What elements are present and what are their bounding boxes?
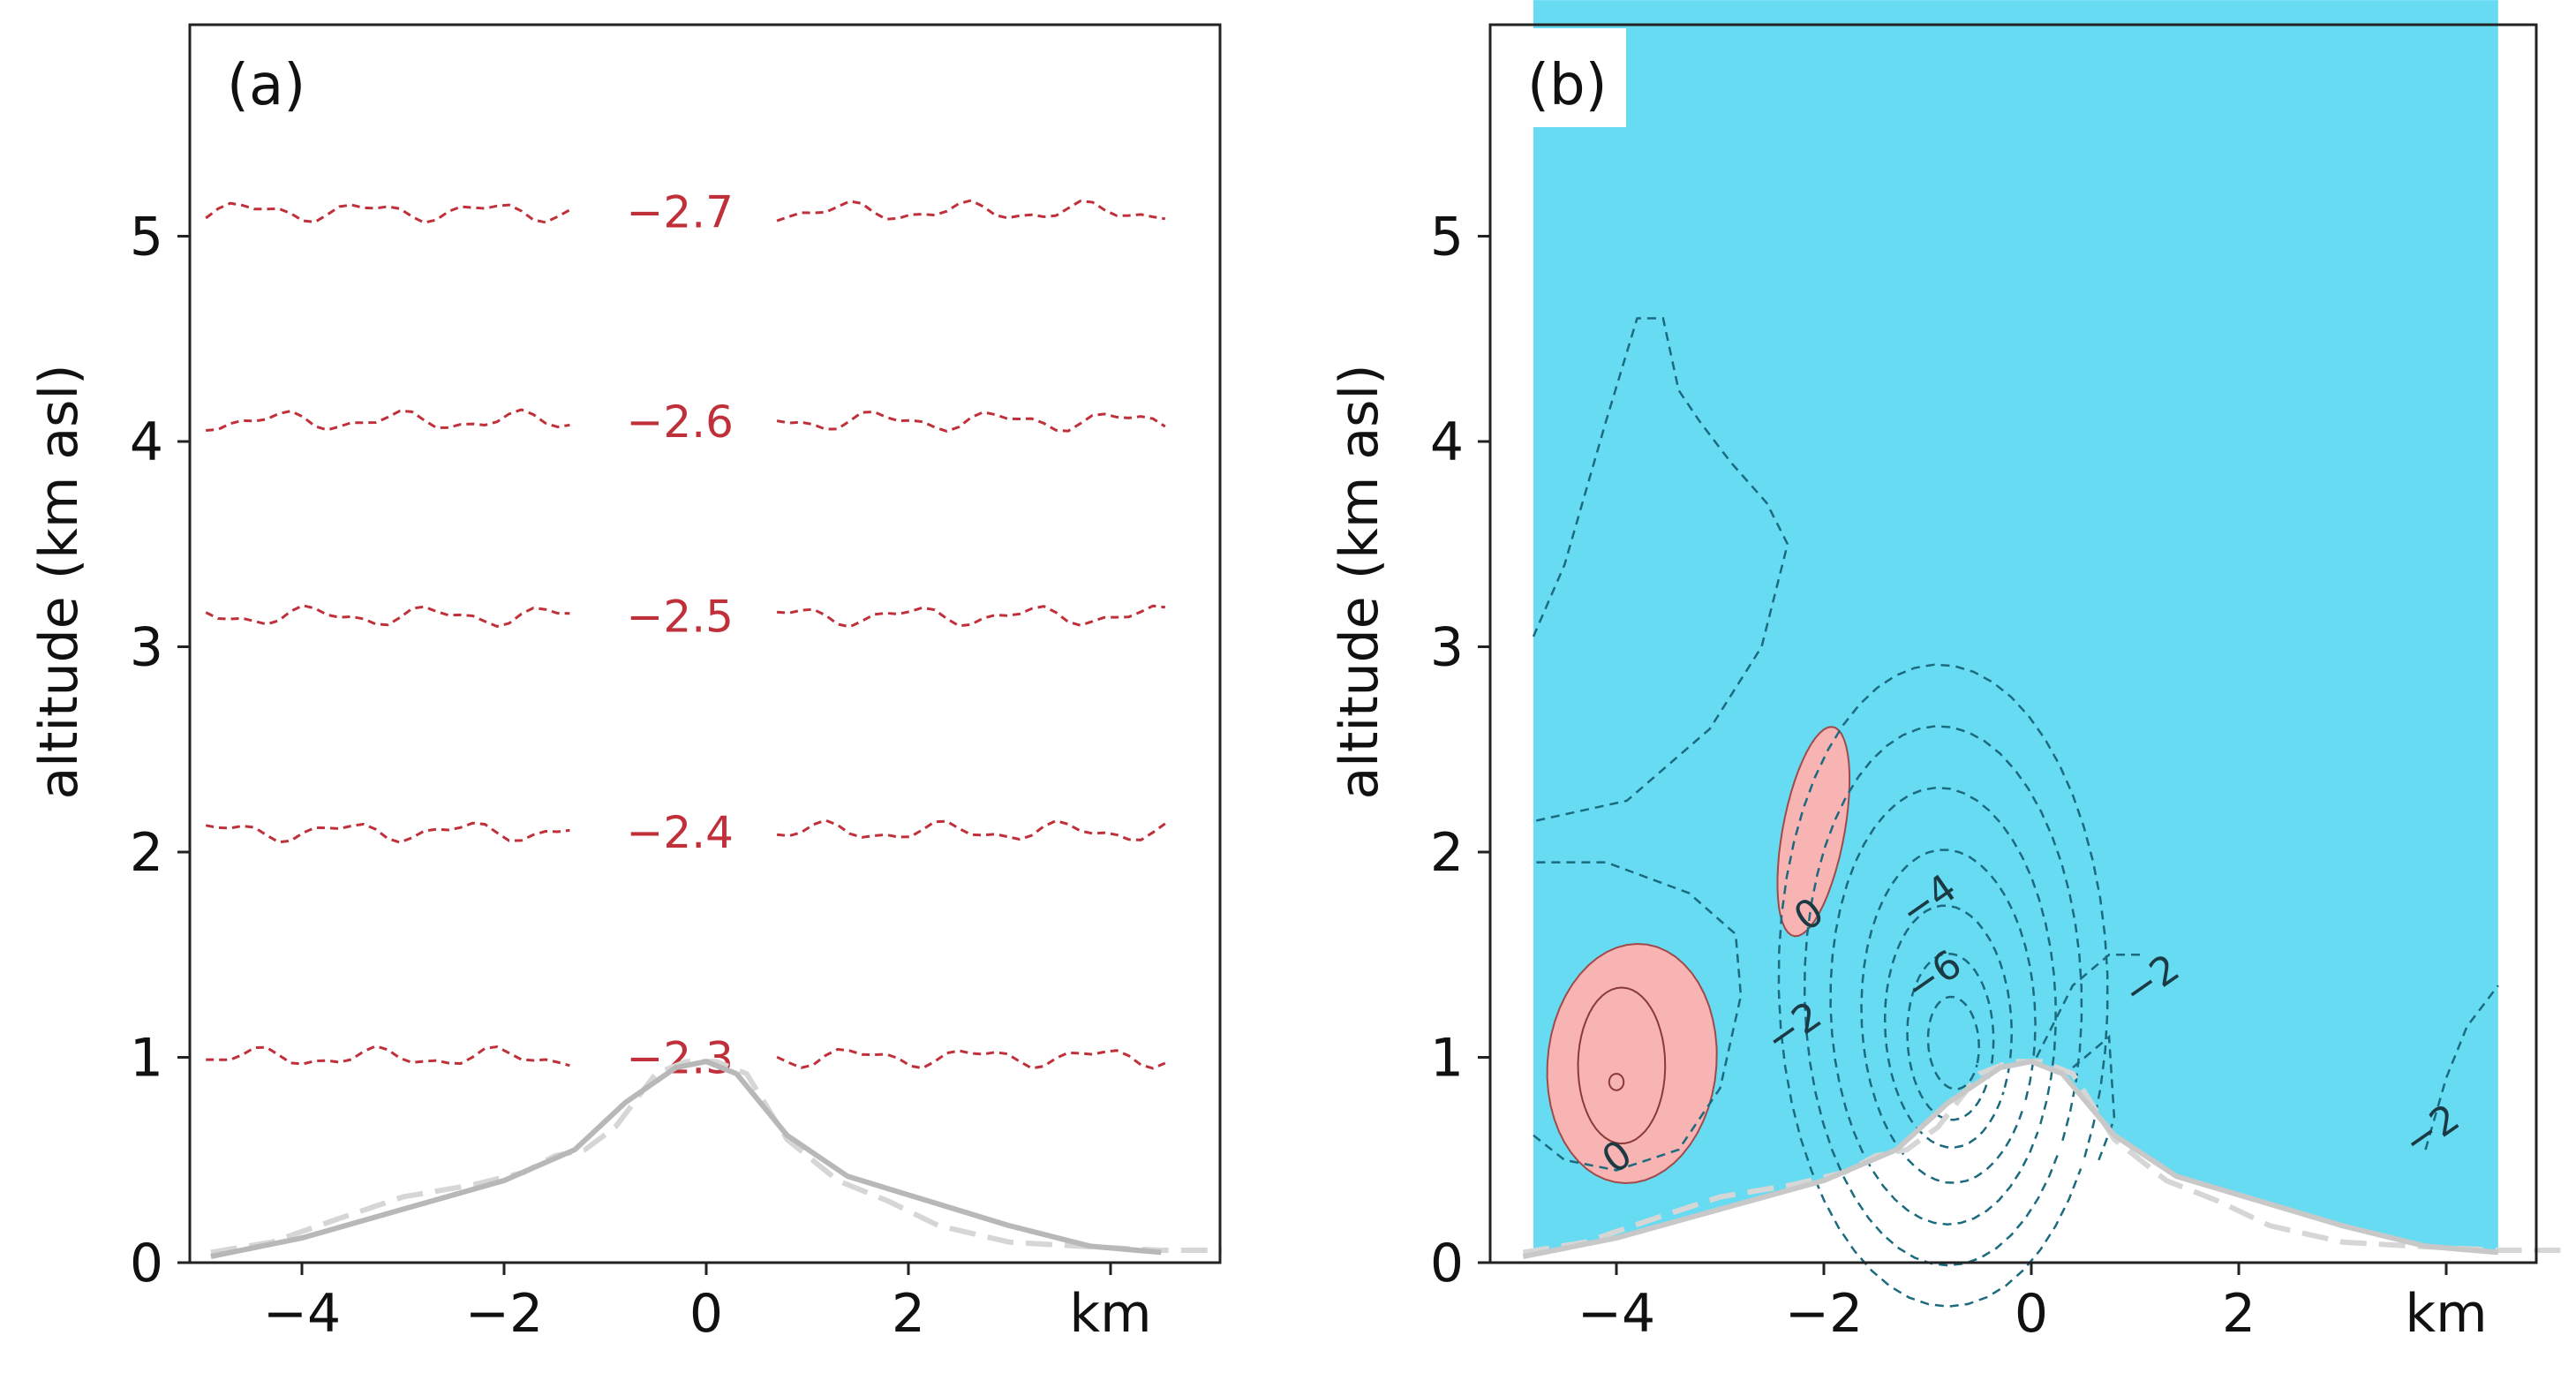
x-tick-label: −2 <box>465 1283 543 1345</box>
isoline-right <box>776 199 1166 223</box>
panel-b-label-box <box>1494 28 1626 127</box>
y-tick-label: 4 <box>130 411 163 473</box>
neg-contour-ring-3 <box>1860 849 2037 1184</box>
terrain-raw-line <box>210 1059 1222 1256</box>
isoline-left <box>205 821 570 844</box>
x-tick-label: −2 <box>1785 1283 1863 1345</box>
neg-contour-outer <box>1532 317 1789 823</box>
positive-cell-lower <box>1546 942 1718 1185</box>
panel-a-contours: −2.3 −2.4 −2.5 −2.6 −2.7 <box>205 187 1166 1084</box>
neg-contour-ring-2 <box>1829 786 2057 1226</box>
panel-b-ticks: 0 1 2 3 4 5 −4 −2 0 2 <box>1430 207 2448 1345</box>
y-tick-label: 0 <box>1430 1233 1464 1294</box>
isoline-right <box>776 410 1166 433</box>
panel-b-label: (b) <box>1527 53 1608 118</box>
neg-contour-ring-5 <box>1906 953 1995 1121</box>
negative-fill-region <box>1523 0 2498 1257</box>
positive-cell-core <box>1608 1073 1625 1091</box>
panel-a-ticks: 0 1 2 3 4 5 −4 −2 0 2 <box>130 207 1112 1345</box>
x-tick-label: −4 <box>1578 1283 1655 1345</box>
terrain-raw-line <box>1522 1059 2561 1256</box>
panel-b-ylabel: altitude (km asl) <box>1329 364 1390 799</box>
isoline-right <box>776 1047 1166 1070</box>
isoline-label: −2.4 <box>627 807 734 858</box>
terrain-smooth-line <box>1522 1059 2499 1259</box>
y-tick-label: 2 <box>1430 822 1464 884</box>
panel-a-xlabel: km <box>1069 1283 1151 1345</box>
panel-b-xlabel: km <box>2405 1283 2487 1345</box>
y-tick-label: 1 <box>1430 1028 1464 1090</box>
y-tick-label: 0 <box>130 1233 163 1294</box>
y-tick-label: 5 <box>1430 207 1464 268</box>
y-tick-label: 2 <box>130 822 163 884</box>
isoline-left <box>205 604 570 628</box>
isoline-right <box>776 604 1165 629</box>
neg-contour-ring-6 <box>1926 995 1980 1090</box>
isoline-left <box>205 201 571 224</box>
x-tick-label: 2 <box>892 1283 925 1345</box>
x-tick-label: 2 <box>2222 1283 2256 1345</box>
y-tick-label: 3 <box>1430 617 1464 679</box>
positive-cell-inner <box>1577 986 1667 1145</box>
panel-a-terrain <box>210 1059 1222 1259</box>
neg-contour-ring-4 <box>1883 904 2014 1149</box>
y-tick-label: 3 <box>130 617 163 679</box>
x-tick-label: −4 <box>263 1283 341 1345</box>
terrain-smooth-line <box>210 1059 1162 1259</box>
neg-contour-ring-0 <box>1777 663 2109 1308</box>
y-tick-label: 4 <box>1430 411 1464 473</box>
neg-contour-lower-wrap <box>1533 861 1743 1172</box>
neg-contour-right-small <box>2072 1034 2116 1161</box>
isoline-left <box>206 408 570 432</box>
isoline-label: −2.6 <box>627 396 734 448</box>
neg-contour-far-right <box>2424 984 2499 1150</box>
panel-b-terrain <box>1522 1059 2561 1259</box>
y-tick-label: 5 <box>130 207 163 268</box>
x-tick-label: 0 <box>2015 1283 2048 1345</box>
panel-b-fill <box>1523 0 2498 1257</box>
y-tick-label: 1 <box>130 1028 163 1090</box>
isoline-label: −2.5 <box>627 592 734 643</box>
panel-b-frame <box>1488 23 2538 1264</box>
isoline-label: −2.3 <box>627 1033 734 1084</box>
isoline-left <box>206 1045 570 1067</box>
panel-a-label: (a) <box>227 53 305 118</box>
panel-a: −2.3 −2.4 −2.5 −2.6 −2.7 0 1 2 3 4 5 −4 −2 0 2 (a) al… <box>28 23 1222 1345</box>
neg-contour-ring-1 <box>1803 725 2083 1267</box>
isoline-right <box>776 819 1166 841</box>
isoline-label: −2.7 <box>627 187 734 238</box>
panel-a-ylabel: altitude (km asl) <box>28 364 90 799</box>
x-tick-label: 0 <box>689 1283 723 1345</box>
